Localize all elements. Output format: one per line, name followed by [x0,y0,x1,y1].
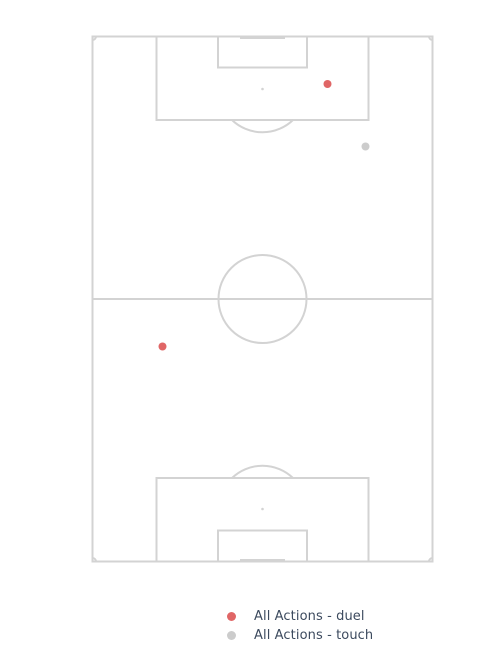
corner-arc-bottom-left [92,557,97,562]
legend: All Actions - duel All Actions - touch [224,607,373,645]
corner-arc-top-left [92,36,97,41]
legend-label-duel: All Actions - duel [254,609,365,624]
legend-marker-duel [227,612,236,621]
top-penalty-spot [261,87,264,91]
pitch-markings [91,35,434,563]
pitch-spots [261,87,264,511]
legend-label-touch: All Actions - touch [254,628,374,643]
corner-arc-top-right [428,36,433,41]
top-penalty-arc [231,119,294,134]
bottom-penalty-arc [231,464,294,479]
action-points [158,80,370,351]
centre-circle [217,254,308,344]
legend-marker-touch [227,631,236,640]
bottom-penalty-box [155,477,370,563]
top-six-yard-box [217,35,308,69]
action-point-duel-1[interactable] [323,80,332,88]
legend-item-touch[interactable]: All Actions - touch [224,626,373,645]
bottom-six-yard-box [217,529,308,563]
pitch-chart [91,35,434,563]
legend-item-duel[interactable]: All Actions - duel [224,607,373,626]
action-point-touch-1[interactable] [361,142,370,151]
top-penalty-box [155,35,370,121]
bottom-penalty-spot [261,507,264,511]
corner-arc-bottom-right [428,557,433,562]
action-point-duel-2[interactable] [158,342,167,351]
